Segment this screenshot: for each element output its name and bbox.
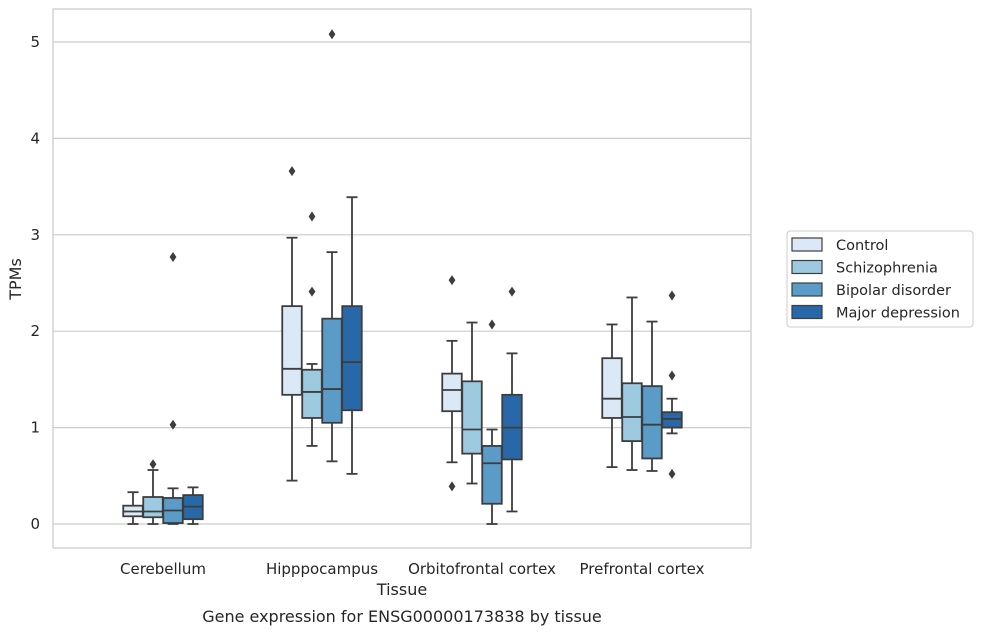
y-tick-label-5: 5 bbox=[30, 33, 40, 51]
legend-label: Control bbox=[836, 238, 888, 254]
box-2-2 bbox=[481, 319, 503, 525]
box-2-0 bbox=[162, 251, 184, 525]
box-body bbox=[481, 445, 503, 505]
box-2-1 bbox=[321, 29, 343, 463]
outlier-point bbox=[169, 251, 177, 262]
box-0-1 bbox=[281, 166, 303, 482]
y-axis-ticks: 0 1 2 3 4 5 bbox=[30, 33, 40, 533]
outlier-point bbox=[288, 166, 296, 177]
y-tick-label-0: 0 bbox=[30, 515, 40, 533]
legend-label: Schizophrenia bbox=[836, 261, 938, 277]
box-0-0 bbox=[122, 491, 144, 525]
y-axis-label: TPMs bbox=[6, 258, 25, 301]
box-1-2 bbox=[461, 321, 483, 485]
outlier-point bbox=[448, 275, 456, 286]
box-body bbox=[461, 380, 483, 455]
outlier-point bbox=[508, 286, 516, 297]
legend-frame bbox=[786, 230, 974, 328]
figure-caption: Gene expression for ENSG00000173838 by t… bbox=[202, 607, 602, 626]
outlier-point bbox=[448, 481, 456, 492]
gridlines bbox=[53, 41, 751, 525]
box-body bbox=[441, 372, 463, 413]
legend-item-2: Bipolar disorder bbox=[791, 282, 951, 299]
outlier-point bbox=[668, 370, 676, 381]
plot-background bbox=[53, 9, 751, 548]
x-tick-label-3: Prefrontal cortex bbox=[580, 560, 705, 578]
box-body bbox=[341, 305, 363, 412]
outlier-point bbox=[149, 459, 157, 470]
box-3-3 bbox=[661, 290, 683, 479]
box-body bbox=[661, 411, 683, 429]
box-body bbox=[301, 368, 323, 419]
plot-frame bbox=[52, 8, 752, 549]
box-3-1 bbox=[341, 196, 363, 475]
box-1-0 bbox=[142, 459, 164, 525]
x-tick-label-2: Orbitofrontal cortex bbox=[408, 560, 556, 578]
box-0-3 bbox=[601, 323, 623, 469]
box-3-2 bbox=[501, 286, 523, 513]
outlier-point bbox=[169, 419, 177, 430]
outlier-point bbox=[328, 29, 336, 40]
legend-swatch bbox=[791, 237, 823, 252]
legend-swatch bbox=[791, 304, 823, 320]
outlier-point bbox=[488, 319, 496, 330]
outlier-point bbox=[668, 290, 676, 301]
legend-swatch bbox=[791, 259, 823, 275]
legend-item-3: Major depression bbox=[791, 304, 960, 322]
box-body bbox=[142, 496, 164, 519]
x-tick-label-0: Cerebellum bbox=[120, 560, 206, 578]
outlier-point bbox=[308, 211, 316, 222]
box-series-group bbox=[122, 29, 683, 525]
legend-item-0: Control bbox=[791, 237, 888, 254]
outlier-point bbox=[308, 286, 316, 297]
box-body bbox=[601, 357, 623, 419]
box-body bbox=[321, 317, 343, 424]
x-axis-ticks: Cerebellum Hipppocampus Orbitofrontal cort… bbox=[120, 560, 705, 578]
legend-swatch bbox=[791, 282, 823, 297]
y-tick-label-3: 3 bbox=[30, 226, 40, 244]
legend-item-1: Schizophrenia bbox=[791, 259, 938, 277]
y-tick-label-2: 2 bbox=[30, 322, 40, 340]
y-tick-label-4: 4 bbox=[30, 129, 40, 147]
x-tick-label-1: Hipppocampus bbox=[266, 560, 378, 578]
y-tick-label-1: 1 bbox=[30, 419, 40, 437]
box-body bbox=[621, 382, 643, 442]
box-body bbox=[641, 385, 663, 460]
x-axis-label: Tissue bbox=[376, 580, 427, 599]
box-3-0 bbox=[182, 486, 204, 525]
legend-label: Bipolar disorder bbox=[836, 283, 951, 299]
box-0-2 bbox=[441, 275, 463, 492]
outlier-point bbox=[668, 468, 676, 479]
box-body bbox=[281, 305, 303, 396]
legend: Control Schizophrenia Bipolar disorder Majo… bbox=[786, 230, 974, 328]
legend-label: Major depression bbox=[836, 306, 960, 322]
